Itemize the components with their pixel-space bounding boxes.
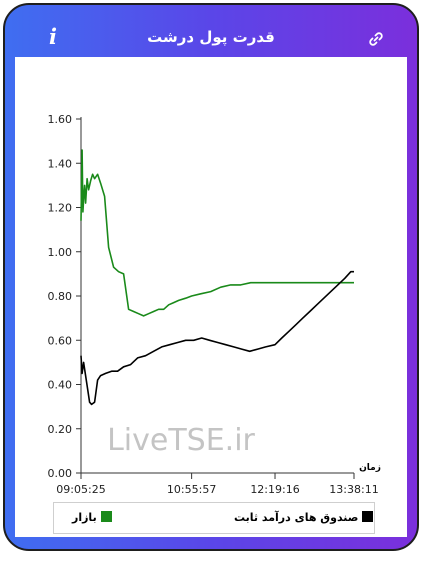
x-tick-label: 10:55:57: [167, 483, 216, 496]
legend-label-funds: صندوق های درآمد ثابت: [234, 511, 359, 524]
chart-legend: بازار صندوق های درآمد ثابت: [53, 502, 375, 534]
info-icon[interactable]: i: [49, 24, 57, 49]
x-axis-title: زمان: [359, 463, 381, 473]
y-tick-label: 1.20: [48, 202, 73, 215]
y-tick-label: 1.40: [48, 157, 73, 170]
link-icon[interactable]: [368, 31, 384, 47]
line-chart: LiveTSE.ir 0.00 0.20 0.40 0.60 0.80 1.00 1.20 1…: [48, 113, 381, 496]
x-tick-label: 12:19:16: [250, 483, 299, 496]
y-tick-label: 0.40: [48, 379, 73, 392]
x-tick-label: 09:05:25: [56, 483, 105, 496]
widget-header: i قدرت پول درشت: [5, 5, 417, 57]
widget-title: قدرت پول درشت: [147, 28, 275, 46]
legend-label-market: بازار: [72, 511, 97, 524]
y-tick-label: 0.60: [48, 334, 73, 347]
chart-panel: LiveTSE.ir 0.00 0.20 0.40 0.60 0.80 1.00 1.20 1…: [15, 57, 407, 537]
series-line-1: [80, 270, 354, 406]
watermark-text: LiveTSE.ir: [107, 423, 255, 458]
y-tick-label: 1.00: [48, 246, 73, 259]
legend-item-funds[interactable]: صندوق های درآمد ثابت: [234, 511, 374, 524]
legend-swatch-funds: [362, 511, 374, 522]
series-line-0: [80, 149, 354, 317]
legend-item-market[interactable]: بازار: [72, 511, 112, 524]
y-tick-label: 0.80: [48, 290, 73, 303]
legend-swatch-market: [100, 511, 112, 522]
y-tick-label: 0.00: [48, 467, 73, 480]
widget-card: i قدرت پول درشت LiveTSE.ir 0.00 0.20 0.40 0…: [3, 3, 419, 551]
y-tick-label: 1.60: [48, 113, 73, 126]
y-tick-label: 0.20: [48, 423, 73, 436]
x-tick-label: 13:38:11: [329, 483, 378, 496]
